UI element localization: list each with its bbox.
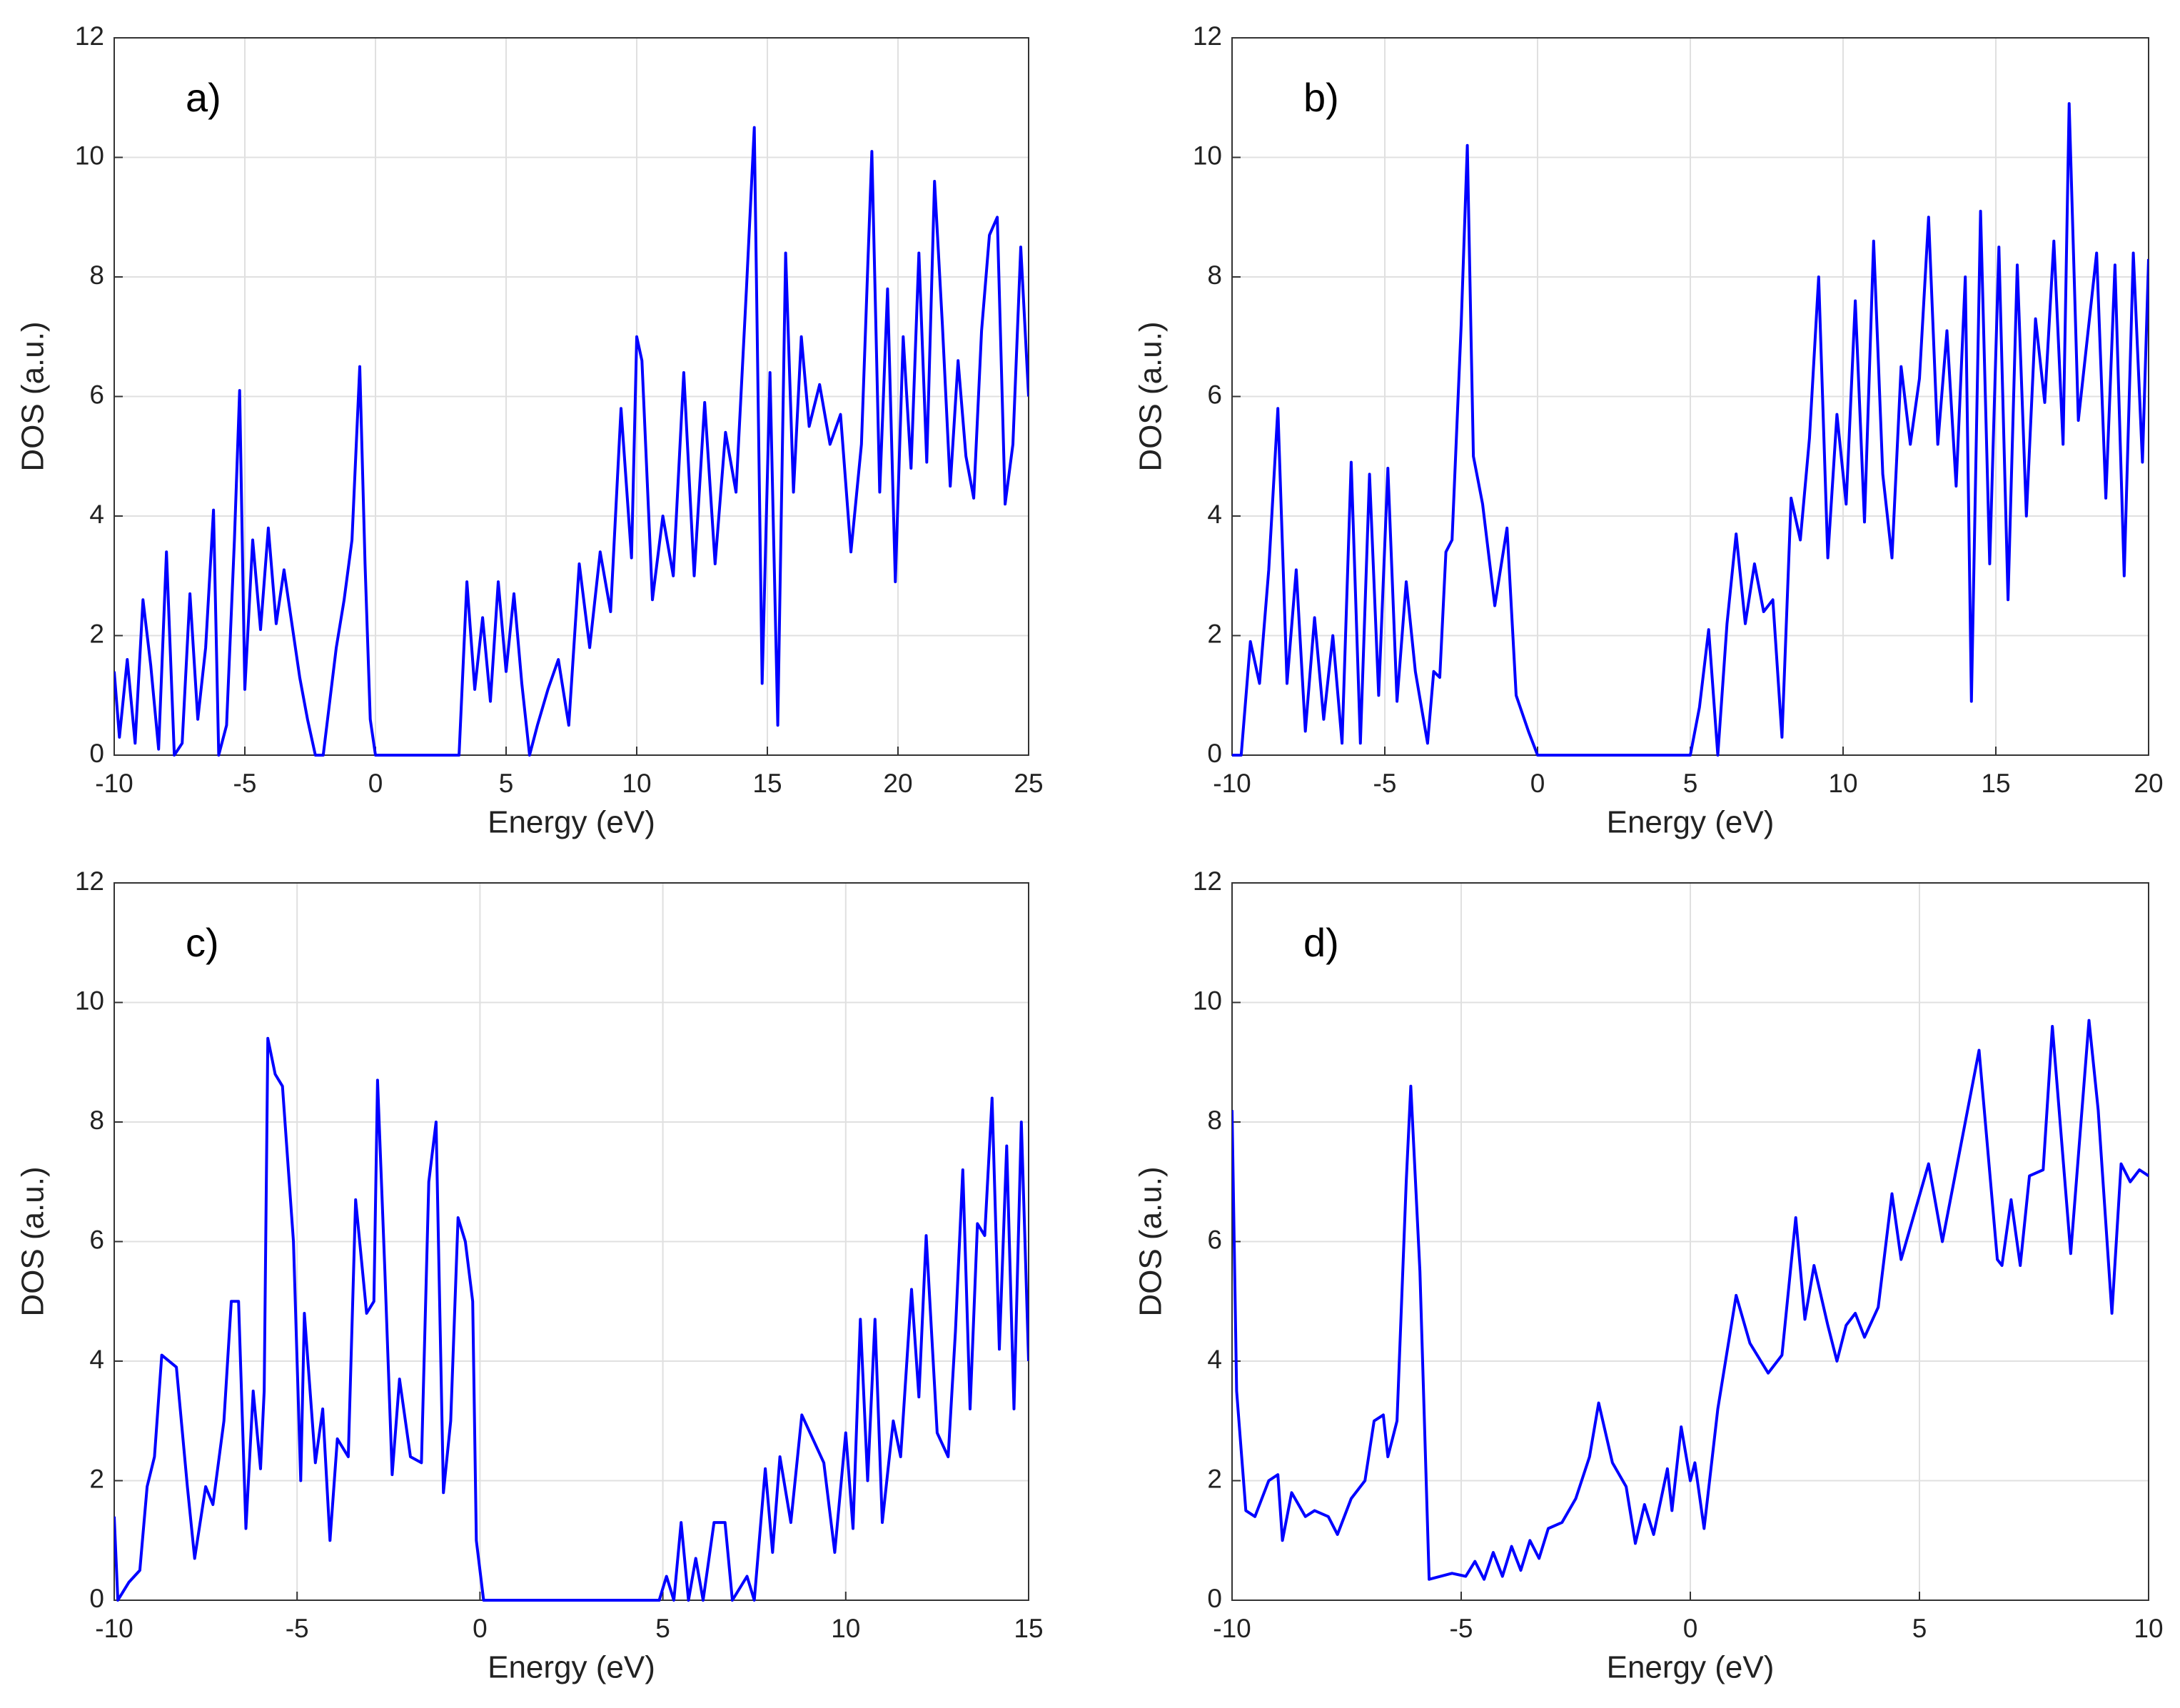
x-tick-label: -5 <box>1450 1614 1473 1643</box>
x-tick-label: 0 <box>368 769 383 798</box>
x-tick-label: 10 <box>622 769 651 798</box>
y-tick-label: 10 <box>1193 986 1222 1015</box>
x-tick-label: -10 <box>95 1614 133 1643</box>
x-axis-label: Energy (eV) <box>1607 1650 1775 1685</box>
y-tick-label: 4 <box>89 1345 104 1374</box>
y-tick-label: 2 <box>89 619 104 648</box>
x-tick-label: 0 <box>1683 1614 1698 1643</box>
y-tick-label: 8 <box>89 1106 104 1135</box>
panel-label: a) <box>186 75 221 120</box>
x-tick-label: 0 <box>1530 769 1545 798</box>
y-tick-label: 2 <box>1207 1464 1222 1493</box>
x-tick-label: 5 <box>655 1614 670 1643</box>
x-axis-label: Energy (eV) <box>488 805 655 840</box>
y-tick-label: 6 <box>1207 1225 1222 1254</box>
y-tick-label: 4 <box>1207 1345 1222 1374</box>
y-axis-label: DOS (a.u.) <box>1134 321 1169 471</box>
x-tick-label: 5 <box>1912 1614 1927 1643</box>
y-tick-label: 10 <box>1193 141 1222 170</box>
panel-label: b) <box>1303 75 1339 120</box>
y-tick-label: 12 <box>1193 866 1222 896</box>
y-tick-label: 6 <box>89 380 104 409</box>
x-tick-label: 5 <box>499 769 514 798</box>
panel-label: d) <box>1303 920 1339 965</box>
y-tick-label: 12 <box>1193 21 1222 51</box>
y-tick-label: 10 <box>75 986 104 1015</box>
x-tick-label: 0 <box>473 1614 488 1643</box>
y-tick-label: 12 <box>75 866 104 896</box>
x-tick-label: 15 <box>1981 769 2010 798</box>
x-tick-label: 10 <box>1828 769 1857 798</box>
y-tick-label: 10 <box>75 141 104 170</box>
dos-line <box>1232 102 2149 757</box>
x-tick-label: -5 <box>1373 769 1397 798</box>
y-tick-label: 8 <box>1207 1106 1222 1135</box>
x-tick-label: 10 <box>2134 1614 2163 1643</box>
y-tick-label: 4 <box>1207 500 1222 529</box>
y-tick-label: 6 <box>1207 380 1222 409</box>
y-tick-label: 8 <box>89 261 104 290</box>
y-tick-label: 12 <box>75 21 104 51</box>
x-tick-label: 20 <box>2134 769 2163 798</box>
y-tick-label: 0 <box>89 1584 104 1613</box>
y-axis-label: DOS (a.u.) <box>16 321 51 471</box>
x-tick-label: 25 <box>1014 769 1043 798</box>
x-tick-label: -10 <box>1213 769 1251 798</box>
x-tick-label: 10 <box>831 1614 860 1643</box>
y-tick-label: 0 <box>89 739 104 768</box>
dos-line <box>1232 1019 2149 1581</box>
x-tick-label: 5 <box>1683 769 1698 798</box>
x-tick-label: -5 <box>286 1614 309 1643</box>
y-tick-label: 4 <box>89 500 104 529</box>
dos-line <box>114 126 1029 757</box>
x-tick-label: -10 <box>1213 1614 1251 1643</box>
axes-frame <box>1231 882 2149 1601</box>
dos-line <box>114 1036 1029 1602</box>
x-tick-label: -10 <box>95 769 133 798</box>
y-tick-label: 8 <box>1207 261 1222 290</box>
x-tick-label: -5 <box>233 769 257 798</box>
x-tick-label: 20 <box>883 769 912 798</box>
y-tick-label: 2 <box>89 1464 104 1493</box>
y-tick-label: 6 <box>89 1225 104 1254</box>
y-tick-label: 2 <box>1207 619 1222 648</box>
y-axis-label: DOS (a.u.) <box>16 1166 51 1316</box>
x-tick-label: 15 <box>1014 1614 1043 1643</box>
y-tick-label: 0 <box>1207 739 1222 768</box>
x-tick-label: 15 <box>752 769 782 798</box>
y-axis-label: DOS (a.u.) <box>1134 1166 1169 1316</box>
x-axis-label: Energy (eV) <box>488 1650 655 1685</box>
panel-label: c) <box>186 920 219 965</box>
y-tick-label: 0 <box>1207 1584 1222 1613</box>
x-axis-label: Energy (eV) <box>1607 805 1775 840</box>
